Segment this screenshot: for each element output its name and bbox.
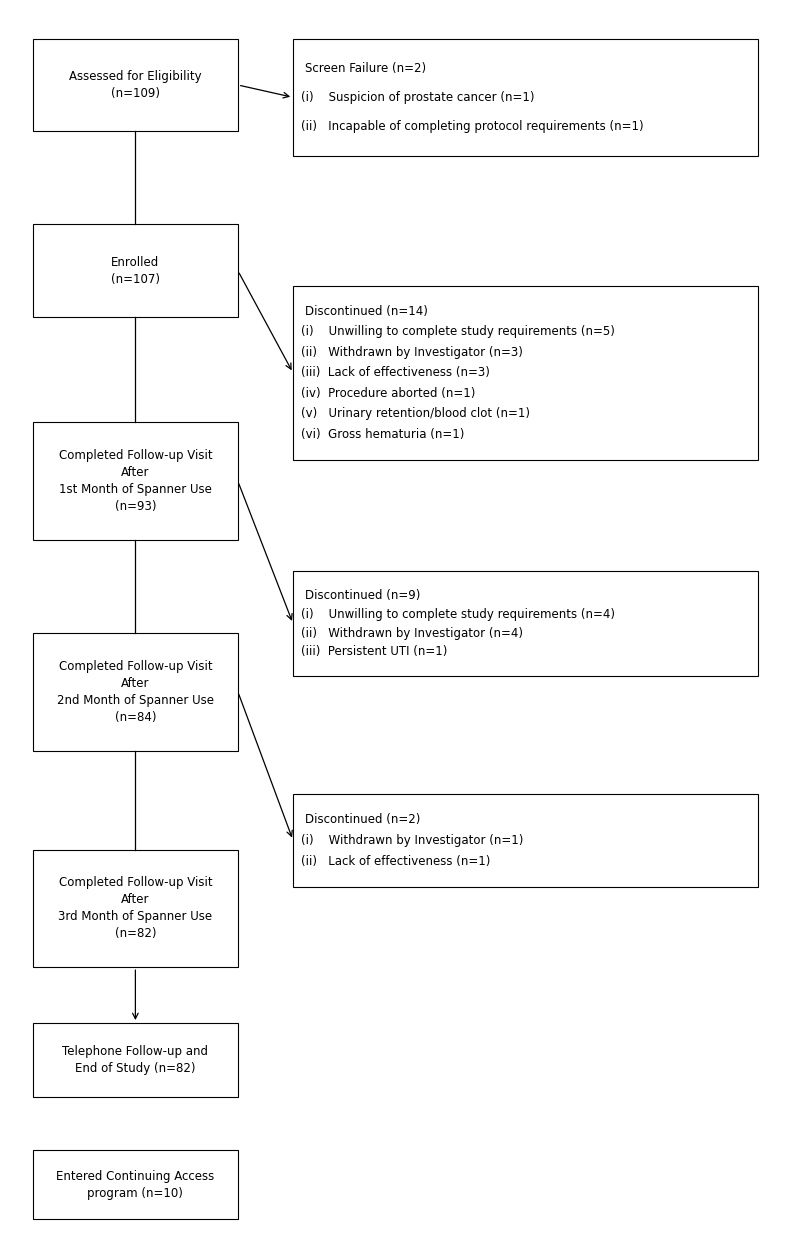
Text: Completed Follow-up Visit
After
1st Month of Spanner Use
(n=93): Completed Follow-up Visit After 1st Mont… <box>59 449 212 514</box>
Text: (vi)  Gross hematuria (n=1): (vi) Gross hematuria (n=1) <box>301 428 464 441</box>
Text: (i)    Suspicion of prostate cancer (n=1): (i) Suspicion of prostate cancer (n=1) <box>301 91 535 104</box>
FancyBboxPatch shape <box>33 422 238 540</box>
FancyBboxPatch shape <box>33 633 238 751</box>
Text: (ii)   Withdrawn by Investigator (n=3): (ii) Withdrawn by Investigator (n=3) <box>301 346 523 359</box>
Text: (ii)   Lack of effectiveness (n=1): (ii) Lack of effectiveness (n=1) <box>301 855 490 867</box>
Text: Assessed for Eligibility
(n=109): Assessed for Eligibility (n=109) <box>69 69 202 101</box>
Text: Discontinued (n=9): Discontinued (n=9) <box>305 588 420 602</box>
Text: Telephone Follow-up and
End of Study (n=82): Telephone Follow-up and End of Study (n=… <box>62 1045 208 1075</box>
Text: (i)    Unwilling to complete study requirements (n=4): (i) Unwilling to complete study requirem… <box>301 608 615 620</box>
Text: (iii)  Persistent UTI (n=1): (iii) Persistent UTI (n=1) <box>301 645 447 659</box>
Text: Discontinued (n=2): Discontinued (n=2) <box>305 813 420 825</box>
Text: (iv)  Procedure aborted (n=1): (iv) Procedure aborted (n=1) <box>301 387 475 400</box>
FancyBboxPatch shape <box>33 1150 238 1219</box>
Text: (v)   Urinary retention/blood clot (n=1): (v) Urinary retention/blood clot (n=1) <box>301 407 530 421</box>
FancyBboxPatch shape <box>293 287 758 459</box>
FancyBboxPatch shape <box>33 1023 238 1097</box>
Text: Discontinued (n=14): Discontinued (n=14) <box>305 305 428 318</box>
FancyBboxPatch shape <box>293 571 758 676</box>
Text: (ii)   Withdrawn by Investigator (n=4): (ii) Withdrawn by Investigator (n=4) <box>301 627 523 639</box>
Text: (i)    Withdrawn by Investigator (n=1): (i) Withdrawn by Investigator (n=1) <box>301 834 524 846</box>
FancyBboxPatch shape <box>293 38 758 156</box>
FancyBboxPatch shape <box>33 225 238 318</box>
Text: Enrolled
(n=107): Enrolled (n=107) <box>111 256 160 285</box>
Text: Screen Failure (n=2): Screen Failure (n=2) <box>305 62 426 74</box>
Text: (ii)   Incapable of completing protocol requirements (n=1): (ii) Incapable of completing protocol re… <box>301 120 644 133</box>
Text: Completed Follow-up Visit
After
3rd Month of Spanner Use
(n=82): Completed Follow-up Visit After 3rd Mont… <box>59 876 213 941</box>
FancyBboxPatch shape <box>293 794 758 887</box>
Text: (iii)  Lack of effectiveness (n=3): (iii) Lack of effectiveness (n=3) <box>301 366 490 380</box>
Text: Completed Follow-up Visit
After
2nd Month of Spanner Use
(n=84): Completed Follow-up Visit After 2nd Mont… <box>57 660 214 724</box>
Text: Entered Continuing Access
program (n=10): Entered Continuing Access program (n=10) <box>56 1169 214 1200</box>
FancyBboxPatch shape <box>33 850 238 967</box>
Text: (i)    Unwilling to complete study requirements (n=5): (i) Unwilling to complete study requirem… <box>301 325 615 339</box>
FancyBboxPatch shape <box>33 38 238 132</box>
